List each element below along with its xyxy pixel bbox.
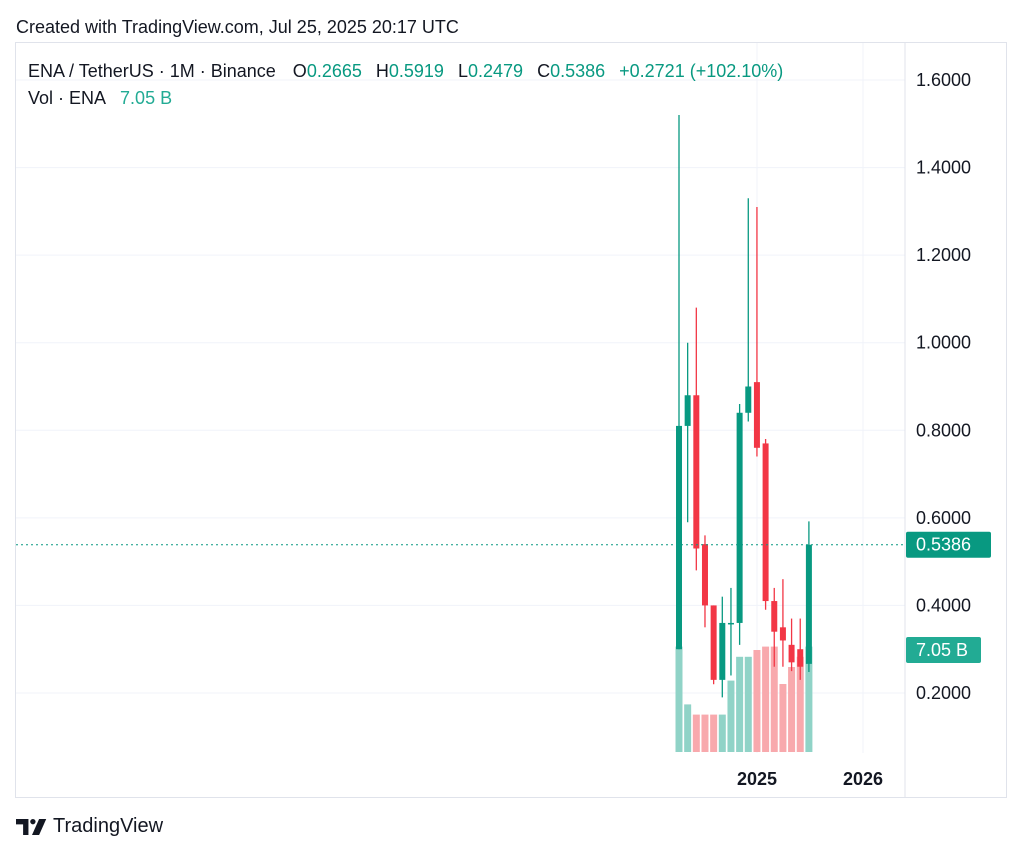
y-tick-label: 0.6000: [916, 508, 971, 528]
candle-body[interactable]: [797, 649, 804, 667]
volume-bar: [805, 646, 813, 752]
volume-bar: [710, 714, 718, 752]
volume-bar: [727, 680, 735, 752]
volume-tag: [906, 637, 981, 663]
x-tick-label: 2025: [737, 769, 777, 789]
volume-bar: [796, 656, 804, 752]
last-price-tag: [906, 531, 991, 558]
y-tick-label: 0.2000: [916, 683, 971, 703]
candle-body[interactable]: [805, 544, 812, 664]
high-value: 0.5919: [388, 61, 444, 81]
volume-bar: [718, 714, 726, 752]
chart-frame: [15, 42, 1007, 798]
volume-bar: [779, 684, 787, 752]
y-tick-label: 1.0000: [916, 333, 971, 353]
candle-body[interactable]: [710, 605, 717, 680]
volume-bar: [762, 646, 770, 752]
volume-bar: [744, 656, 752, 752]
open-value: 0.2665: [306, 61, 362, 81]
volume-bar: [684, 704, 692, 752]
candle-body[interactable]: [701, 544, 708, 606]
candle-body[interactable]: [771, 601, 778, 632]
volume-bar: [788, 667, 796, 752]
candle-body[interactable]: [753, 382, 760, 448]
volume-bar: [770, 646, 778, 752]
volume-value: 7.05 B: [120, 88, 173, 108]
volume-bar: [736, 656, 744, 752]
volume-bar: [753, 650, 761, 752]
change-value: +0.2721 (+102.10%): [619, 61, 784, 81]
tradingview-brand[interactable]: TradingView: [53, 815, 164, 837]
y-tick-label: 1.4000: [916, 158, 971, 178]
volume-bar: [675, 646, 683, 752]
symbol-label[interactable]: ENA / TetherUS · 1M · Binance: [28, 61, 276, 81]
close-label: C: [537, 61, 551, 81]
volume-bar: [692, 714, 700, 752]
y-tick-label: 0.4000: [916, 595, 971, 615]
candle-body[interactable]: [788, 644, 795, 663]
candle-body[interactable]: [745, 386, 752, 413]
footer: TradingView: [16, 815, 163, 838]
volume-label[interactable]: Vol · ENA: [28, 88, 107, 108]
candle-body[interactable]: [684, 395, 691, 426]
y-tick-label: 1.2000: [916, 245, 971, 265]
y-tick-label: 0.8000: [916, 420, 971, 440]
candle-body[interactable]: [719, 622, 726, 680]
volume-tag-label: 7.05 B: [916, 640, 968, 660]
low-value: 0.2479: [467, 61, 524, 81]
candle-body[interactable]: [676, 425, 682, 650]
x-tick-label: 2026: [843, 769, 883, 789]
last-price-tag-label: 0.5386: [916, 535, 971, 555]
candle-body[interactable]: [736, 412, 743, 623]
ohlc-legend: ENA / TetherUS · 1M · Binance O0.2665 H0…: [28, 61, 783, 82]
tradingview-logo-icon: [16, 818, 47, 835]
low-label: L: [457, 61, 468, 81]
volume-bar: [701, 714, 709, 752]
candle-body[interactable]: [762, 443, 769, 602]
volume-legend: Vol · ENA 7.05 B: [28, 88, 172, 109]
open-label: O: [292, 61, 307, 81]
created-with-caption: Created with TradingView.com, Jul 25, 20…: [16, 17, 459, 37]
close-value: 0.5386: [550, 61, 606, 81]
candle-body[interactable]: [727, 622, 734, 625]
high-label: H: [375, 61, 389, 81]
candle-body[interactable]: [779, 627, 786, 641]
y-tick-label: 1.6000: [916, 70, 971, 90]
candle-body[interactable]: [693, 395, 700, 549]
